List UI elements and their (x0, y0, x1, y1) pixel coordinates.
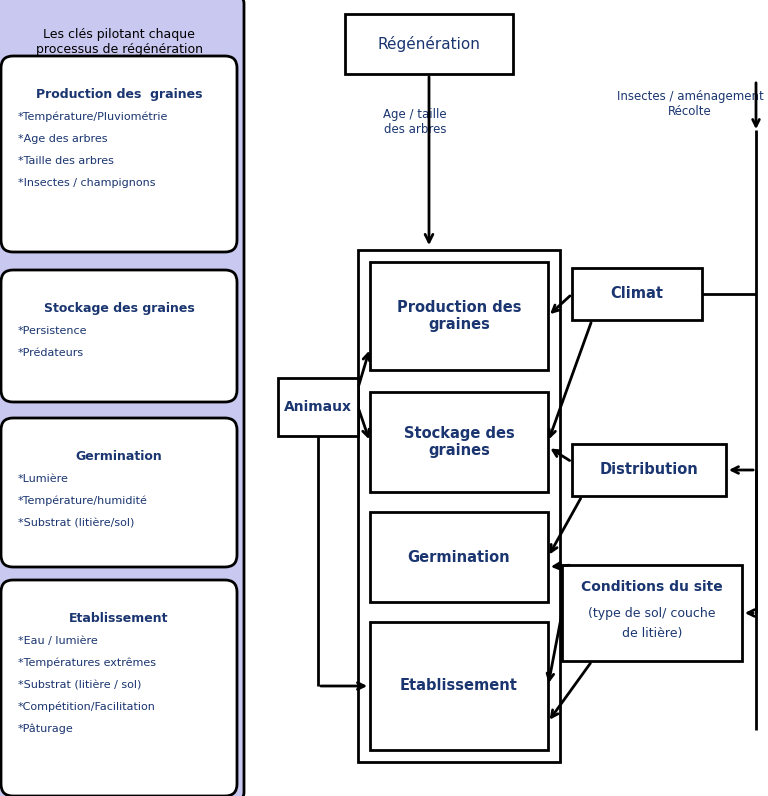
Text: *Lumière: *Lumière (18, 474, 69, 484)
Text: *Température/humidité: *Température/humidité (18, 496, 148, 506)
Text: Insectes / aménagement
Récolte: Insectes / aménagement Récolte (617, 90, 763, 118)
Text: Etablissement: Etablissement (69, 612, 169, 625)
Text: *Températures extrêmes: *Températures extrêmes (18, 658, 156, 669)
Text: Germination: Germination (75, 450, 162, 463)
Text: *Prédateurs: *Prédateurs (18, 348, 84, 358)
Text: *Température/Pluviométrie: *Température/Pluviométrie (18, 112, 168, 123)
Bar (358, 250, 560, 762)
Bar (562, 565, 742, 661)
Text: *Substrat (litière / sol): *Substrat (litière / sol) (18, 680, 141, 690)
Text: Stockage des
graines: Stockage des graines (404, 426, 515, 458)
Text: Les clés pilotant chaque
processus de régénération: Les clés pilotant chaque processus de ré… (35, 28, 203, 56)
Text: *Insectes / champignons: *Insectes / champignons (18, 178, 155, 188)
Text: *Eau / lumière: *Eau / lumière (18, 636, 98, 646)
FancyBboxPatch shape (1, 580, 237, 796)
Bar (572, 268, 702, 320)
Text: Distribution: Distribution (600, 462, 698, 478)
Text: *Pâturage: *Pâturage (18, 724, 74, 735)
Text: Conditions du site: Conditions du site (581, 580, 723, 594)
Bar (572, 444, 726, 496)
Text: Production des
graines: Production des graines (397, 300, 521, 332)
FancyBboxPatch shape (0, 0, 244, 796)
Text: *Age des arbres: *Age des arbres (18, 134, 108, 144)
Bar (370, 262, 548, 370)
Bar (370, 622, 548, 750)
Text: Stockage des graines: Stockage des graines (44, 302, 194, 315)
Bar (370, 512, 548, 602)
Text: *Persistence: *Persistence (18, 326, 88, 336)
Text: Germination: Germination (408, 549, 510, 564)
Text: Régénération: Régénération (378, 36, 481, 52)
Bar (370, 392, 548, 492)
FancyBboxPatch shape (1, 270, 237, 402)
Text: *Compétition/Facilitation: *Compétition/Facilitation (18, 702, 156, 712)
Text: *Substrat (litière/sol): *Substrat (litière/sol) (18, 518, 134, 528)
FancyBboxPatch shape (1, 56, 237, 252)
Text: *Taille des arbres: *Taille des arbres (18, 156, 114, 166)
Text: Climat: Climat (611, 287, 664, 302)
FancyBboxPatch shape (1, 418, 237, 567)
Text: (type de sol/ couche: (type de sol/ couche (588, 607, 716, 619)
Bar (345, 14, 513, 74)
Text: Age / taille
des arbres: Age / taille des arbres (383, 108, 447, 136)
Text: Etablissement: Etablissement (400, 678, 518, 693)
Text: Animaux: Animaux (284, 400, 352, 414)
Bar (278, 378, 358, 436)
Text: Production des  graines: Production des graines (36, 88, 202, 101)
Text: de litière): de litière) (622, 626, 682, 639)
